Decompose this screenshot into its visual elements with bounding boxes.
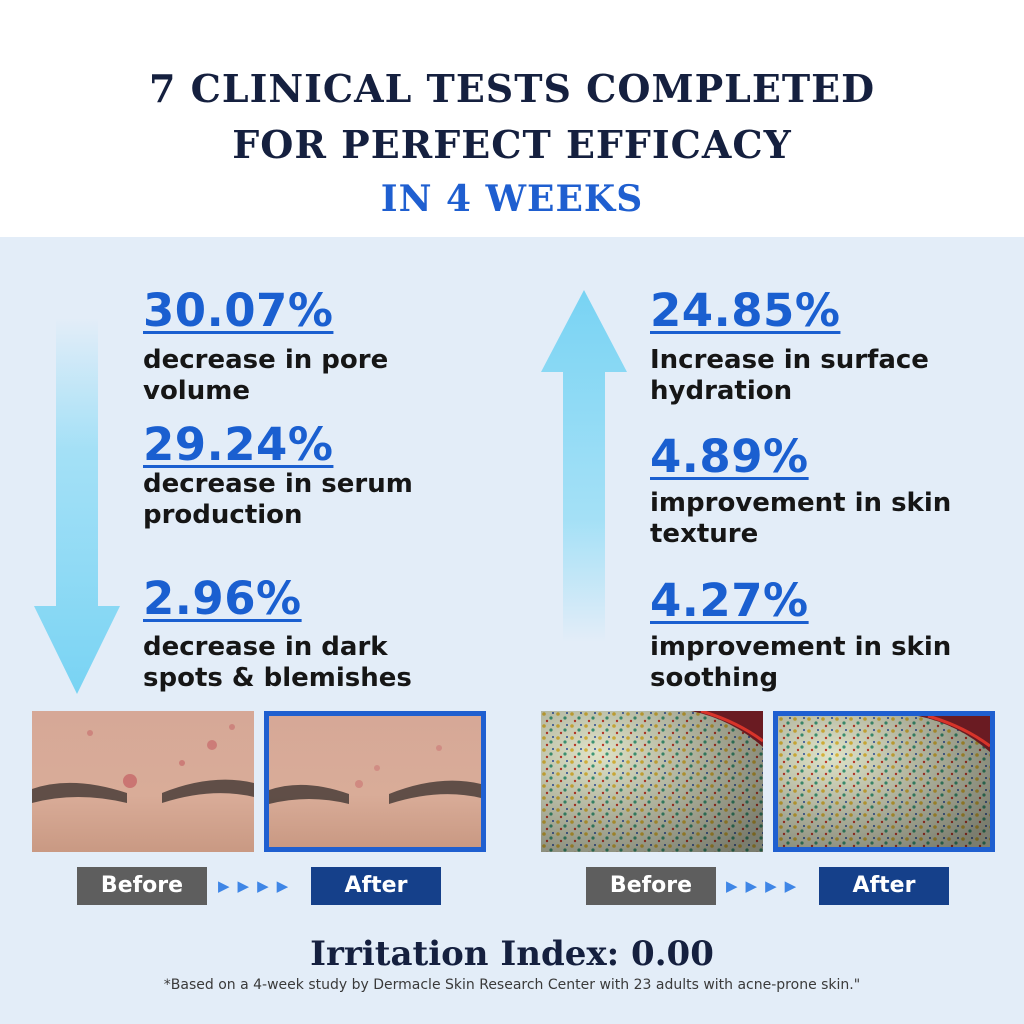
- stat-desc-pore-volume: decrease in pore volume: [143, 345, 389, 406]
- after-label-right: After: [819, 867, 949, 905]
- photo-after-forehead: [264, 711, 486, 852]
- before-label-left: Before: [77, 867, 207, 905]
- up-arrow-icon: [541, 290, 627, 642]
- stat-desc-skin-soothing: improvement in skin soothing: [650, 632, 952, 693]
- stat-value-hydration: 24.85%: [650, 284, 841, 337]
- after-label-left: After: [311, 867, 441, 905]
- stat-value-pore-volume: 30.07%: [143, 284, 334, 337]
- stat-desc-dark-spots: decrease in dark spots & blemishes: [143, 632, 412, 693]
- photo-before-texture-scan: [541, 711, 763, 852]
- progress-arrows-icon: ▶▶▶▶: [726, 877, 805, 895]
- study-footnote: *Based on a 4-week study by Dermacle Ski…: [163, 977, 861, 993]
- stat-value-serum-production: 29.24%: [143, 418, 334, 471]
- photo-after-texture-scan: [773, 711, 995, 852]
- stat-desc-hydration: Increase in surface hydration: [650, 345, 929, 406]
- stat-value-skin-soothing: 4.27%: [650, 574, 809, 627]
- headline-line-1: 7 CLINICAL TESTS COMPLETED: [148, 66, 876, 111]
- stat-desc-serum-production: decrease in serum production: [143, 469, 413, 530]
- irritation-index: Irritation Index: 0.00: [310, 934, 714, 974]
- headline-line-2: FOR PERFECT EFFICACY: [232, 122, 792, 167]
- stat-desc-skin-texture: improvement in skin texture: [650, 488, 952, 549]
- down-arrow-icon: [34, 318, 120, 694]
- before-label-right: Before: [586, 867, 716, 905]
- stat-value-dark-spots: 2.96%: [143, 572, 302, 625]
- photo-before-forehead: [32, 711, 254, 852]
- headline-line-3: IN 4 WEEKS: [380, 178, 644, 220]
- header: 7 CLINICAL TESTS COMPLETED FOR PERFECT E…: [0, 0, 1024, 237]
- progress-arrows-icon: ▶▶▶▶: [218, 877, 297, 895]
- stat-value-skin-texture: 4.89%: [650, 430, 809, 483]
